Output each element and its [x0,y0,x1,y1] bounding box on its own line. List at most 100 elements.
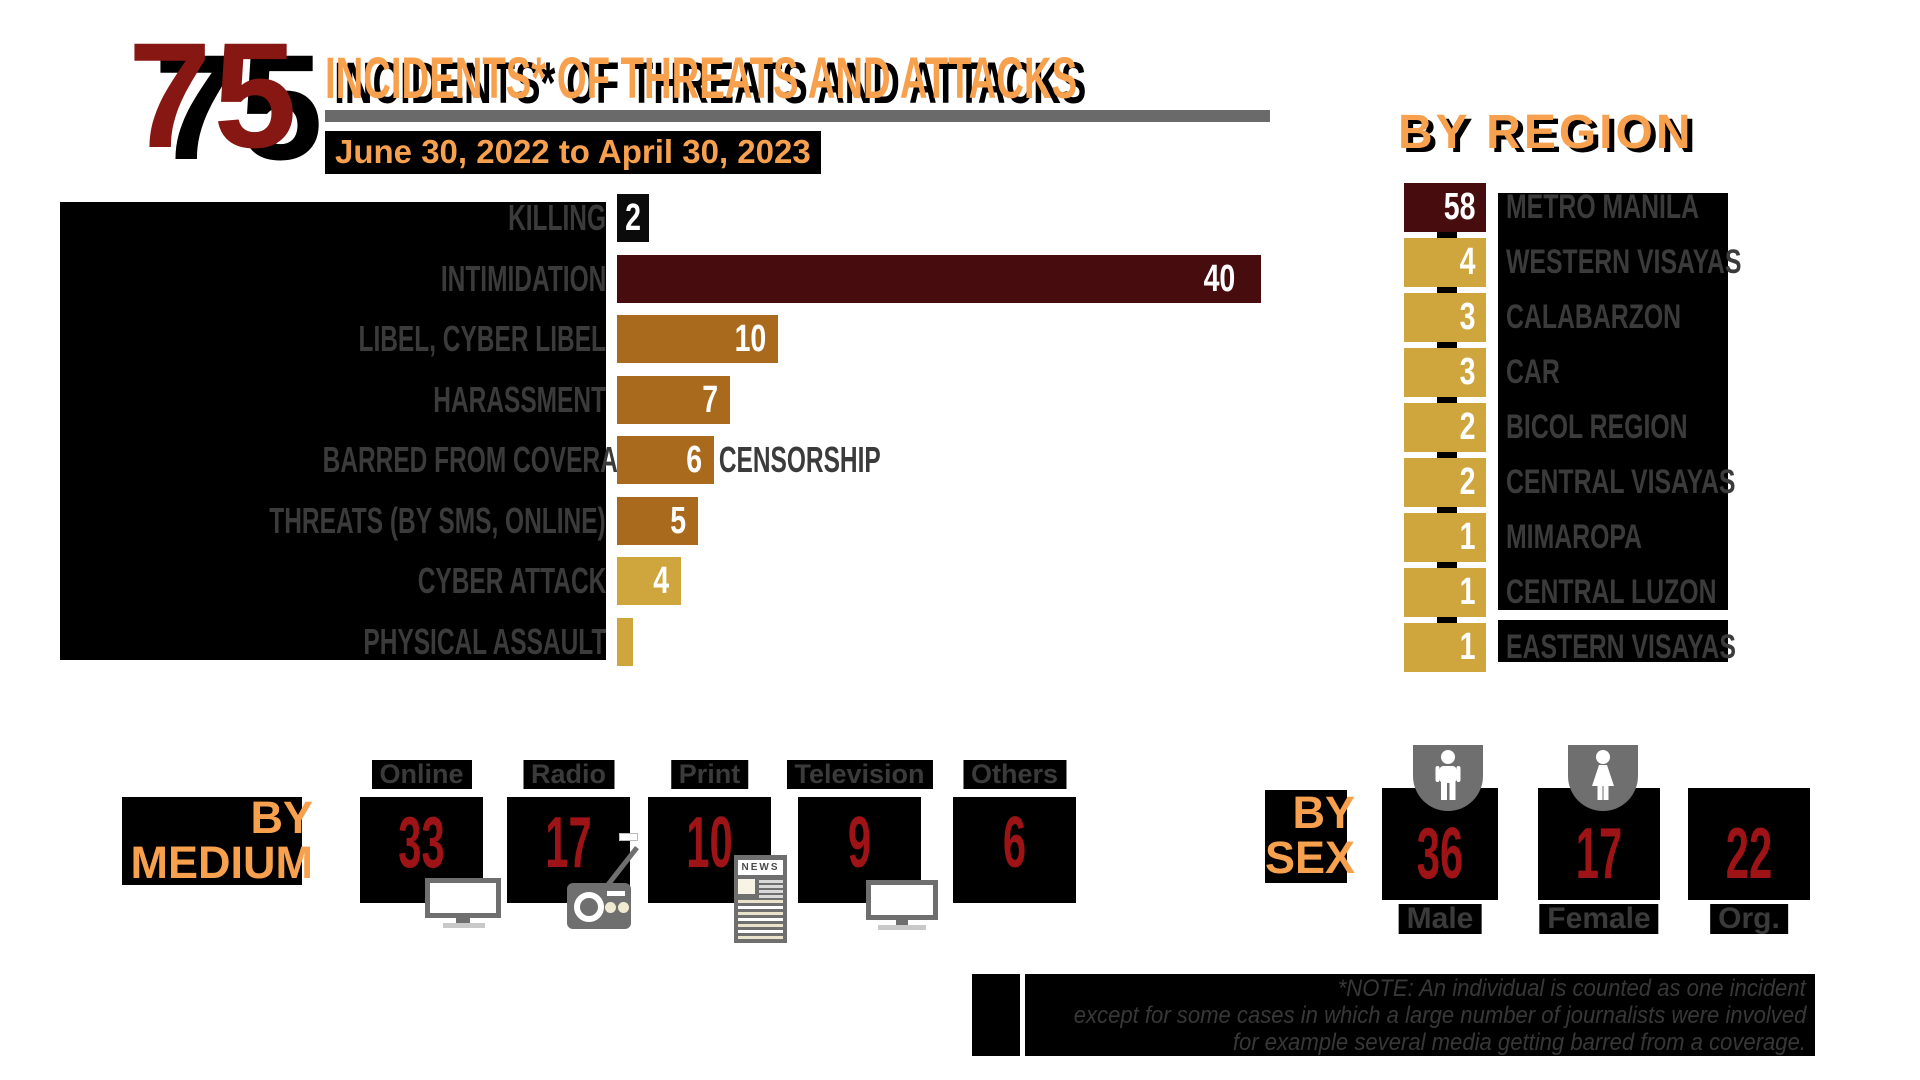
by-region-title: BY REGION [1398,106,1694,159]
region-value: 3 [1459,351,1476,393]
region-name-text: BICOL REGION [1506,408,1688,446]
female-figure [1592,750,1614,800]
bar-segment: 6 [617,436,714,484]
tv-screen [866,880,938,920]
bar-value-label: 10 [734,318,766,360]
bar-segment: 4 [617,557,681,605]
by-medium-title-backdrop [122,797,302,885]
region-name-text: WESTERN VISAYAS [1506,243,1742,281]
region-box-connector [1437,287,1457,293]
sex-value: 22 [1725,814,1773,894]
by-sex-title: BY SEX [1180,790,1355,880]
radio-speaker [574,892,604,922]
sex-label-chip: Org. [1710,904,1788,934]
region-name-label: CENTRAL LUZON [1506,568,1826,617]
by-sex-title-line1: BY [1292,787,1355,838]
region-value: 1 [1459,626,1476,668]
bar-segment: 10 [617,315,778,363]
male-icon [1413,745,1483,811]
monitor-neck [456,918,470,923]
region-name-text: CENTRAL LUZON [1506,573,1717,611]
bar-segment: 40 [617,255,1261,303]
medium-value: 10 [686,803,733,883]
region-box-connector [1437,562,1457,568]
footnote-line3: for example several media getting barred… [1232,1029,1806,1056]
bar-value-label: 7 [702,379,718,421]
bar-category-label-text: PHYSICAL ASSAULT [362,621,606,662]
region-value-box: 1 [1404,623,1486,672]
radio-body [567,883,631,929]
region-name-label: MIMAROPA [1506,513,1826,562]
bar-category-label: LIBEL, CYBER LIBEL [60,315,606,363]
region-name-text: CAR [1506,353,1560,391]
medium-label-chip: Television [786,760,933,789]
by-medium-title-line2: MEDIUM [130,837,313,888]
sex-label-chip: Male [1398,904,1482,934]
monitor-base [443,923,485,928]
note-backdrop-gap [1020,974,1025,1056]
region-name-label: WESTERN VISAYAS [1506,238,1826,287]
region-value: 2 [1459,461,1476,503]
region-value-box: 3 [1404,348,1486,397]
note-backdrop [972,974,1815,1056]
region-name-text: CENTRAL VISAYAS [1506,463,1736,501]
bar-category-label-text: LIBEL, CYBER LIBEL [358,318,606,359]
tv-icon [866,880,938,932]
tv-neck [896,920,908,925]
sex-label-chip: Female [1539,904,1659,934]
by-medium-title: BY MEDIUM [60,795,313,885]
medium-card: 6 [953,797,1076,903]
bar-segment: 7 [617,376,730,424]
region-box-connector [1437,342,1457,348]
sex-card: 22 [1688,788,1810,900]
bar-value-label: 6 [686,439,702,481]
region-value-box: 2 [1404,458,1486,507]
bar-segment [617,618,633,666]
medium-label-chip: Online [371,760,472,789]
newspaper-column-lines [759,880,783,898]
region-name-label: CALABARZON [1506,293,1826,342]
bar-category-label: BARRED FROM COVERAGE AND CENSORSHIP [60,436,881,484]
title-divider-rule [325,110,1270,122]
sex-value: 36 [1416,814,1464,894]
page-title: INCIDENTS* OF THREATS AND ATTACKS [325,50,1465,108]
region-value-box: 1 [1404,513,1486,562]
region-name-text: MIMAROPA [1506,518,1643,556]
region-value-box: 1 [1404,568,1486,617]
region-box-connector [1437,397,1457,403]
region-label-strip-last [1498,620,1728,662]
region-name-label: CENTRAL VISAYAS [1506,458,1826,507]
region-box-connector [1437,617,1457,623]
region-name-label: CAR [1506,348,1826,397]
bar-category-label: HARASSMENT [60,376,606,424]
region-value-box: 4 [1404,238,1486,287]
region-name-label: BICOL REGION [1506,403,1826,452]
bar-category-label-text: HARASSMENT [433,379,606,420]
footnote-line1: *NOTE: An individual is counted as one i… [1337,975,1806,1002]
region-name-label: METRO MANILA [1506,183,1826,232]
region-value: 2 [1459,406,1476,448]
male-figure [1435,750,1461,800]
bar-value-label: 2 [625,197,641,239]
region-box-connector [1437,452,1457,458]
bar-category-label-text: THREATS (BY SMS, ONLINE) [269,500,606,541]
total-incidents-number: 75 [128,11,299,179]
region-name-text: CALABARZON [1506,298,1682,336]
medium-value: 33 [398,803,445,883]
radio-display [607,891,625,896]
newspaper-body-lines [738,900,783,939]
bar-value-label: 40 [1203,258,1235,300]
region-value: 4 [1459,241,1476,283]
newspaper-icon: NEWS [734,855,787,943]
by-medium-title-line1: BY [250,792,313,843]
bar-category-label: PHYSICAL ASSAULT [60,618,606,666]
medium-value: 9 [847,803,872,883]
medium-value: 6 [1002,803,1027,883]
bar-category-label: INTIMIDATION [60,255,606,303]
page-title-text: INCIDENTS* OF THREATS AND ATTACKS [325,46,1078,111]
by-sex-title-line2: SEX [1264,832,1355,883]
by-sex-title-backdrop [1265,790,1347,883]
radio-antenna-tip [619,833,638,841]
region-box-connector [1437,507,1457,513]
